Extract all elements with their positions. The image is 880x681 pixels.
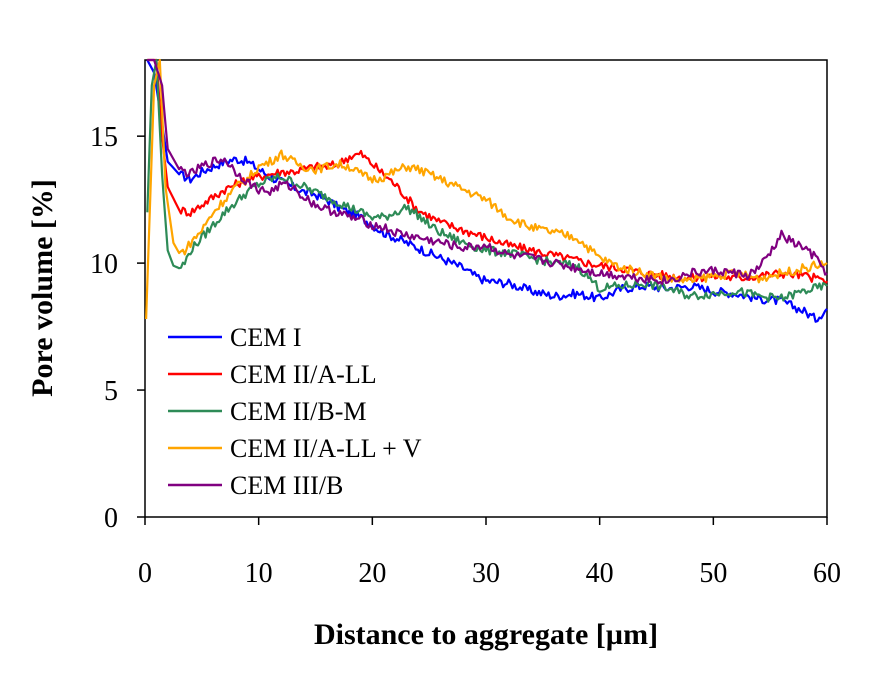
x-tick-label: 10: [245, 558, 273, 589]
series-line-1: [146, 59, 828, 323]
series-line-5: [147, 58, 828, 286]
y-tick-label: 15: [90, 122, 118, 153]
legend-label: CEM II/A-LL: [230, 360, 377, 389]
legend-label: CEM III/B: [230, 471, 343, 500]
y-tick-label: 5: [104, 376, 118, 407]
legend-label: CEM I: [230, 323, 302, 352]
series-line-4: [145, 58, 828, 320]
y-tick-label: 10: [90, 249, 118, 280]
x-tick-label: 50: [699, 558, 727, 589]
axes-layer: 0 10 20 30 40 50 60 0 5 10 15: [90, 122, 841, 589]
y-axis-title: Pore volume [%]: [26, 179, 59, 397]
y-tick-label: 0: [104, 503, 118, 534]
x-tick-label: 40: [586, 558, 614, 589]
x-axis-title: Distance to aggregate [µm]: [314, 618, 658, 651]
legend-label: CEM II/A-LL + V: [230, 434, 422, 463]
x-tick-label: 20: [358, 558, 386, 589]
x-tick-label: 60: [813, 558, 841, 589]
x-tick-label: 30: [472, 558, 500, 589]
legend-label: CEM II/B-M: [230, 397, 367, 426]
x-tick-label: 0: [138, 558, 152, 589]
legend: CEM I CEM II/A-LL CEM II/B-M CEM II/A-LL + …: [168, 323, 422, 500]
series-lines-layer: [145, 58, 828, 323]
plot-area: [144, 59, 828, 518]
